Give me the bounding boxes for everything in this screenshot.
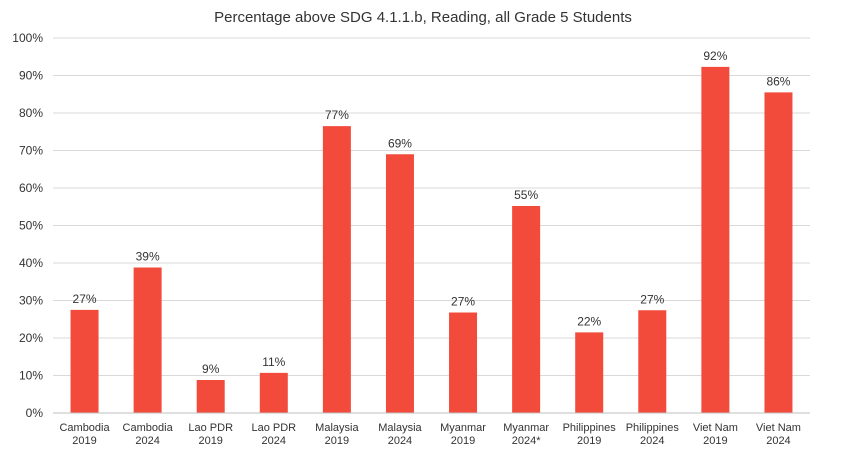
bars xyxy=(70,66,793,413)
bar xyxy=(638,310,667,413)
y-tick-label: 70% xyxy=(19,144,43,158)
x-tick-label-line: Philippines xyxy=(626,422,680,434)
x-tick-label-line: Myanmar xyxy=(440,422,486,434)
x-tick-label: Malaysia 2019 xyxy=(315,422,359,447)
data-label: 27% xyxy=(640,292,664,306)
bar xyxy=(575,332,604,413)
x-tick-label: Philippines 2024 xyxy=(626,422,680,447)
data-label: 27% xyxy=(73,292,97,306)
x-tick-label: Malaysia 2024 xyxy=(378,422,422,447)
bar xyxy=(259,372,288,413)
x-tick-label: Myanmar 2024* xyxy=(503,422,549,447)
bar xyxy=(196,380,225,413)
y-tick-label: 60% xyxy=(19,181,43,195)
bar xyxy=(70,309,99,413)
x-tick-label-line: 2019 xyxy=(577,435,601,447)
data-label: 69% xyxy=(388,136,412,150)
data-label: 55% xyxy=(514,188,538,202)
x-tick-label-line: 2024 xyxy=(388,435,412,447)
x-tick-label-line: Viet Nam xyxy=(756,422,801,434)
x-tick-label: Viet Nam 2024 xyxy=(756,422,801,447)
bar xyxy=(385,154,414,413)
data-labels: 27% 39% 9% 11% 77% 69% 27% 55% 22% 27% 92% 86% xyxy=(73,49,791,376)
x-tick-label-line: 2024 xyxy=(640,435,664,447)
y-tick-label: 40% xyxy=(19,256,43,270)
data-label: 86% xyxy=(766,74,790,88)
x-tick-label-line: Philippines xyxy=(563,422,617,434)
x-tick-label-line: 2024* xyxy=(512,435,541,447)
gridlines xyxy=(53,37,810,376)
x-tick-label: Lao PDR 2024 xyxy=(251,422,296,447)
y-tick-label: 20% xyxy=(19,331,43,345)
y-tick-label: 50% xyxy=(19,219,43,233)
bar xyxy=(322,126,351,413)
y-tick-label: 0% xyxy=(26,406,44,420)
y-tick-label: 80% xyxy=(19,106,43,120)
bar xyxy=(764,92,793,413)
x-tick-label-line: Malaysia xyxy=(315,422,359,434)
x-tick-label-line: 2024 xyxy=(262,435,286,447)
y-tick-label: 10% xyxy=(19,369,43,383)
x-tick-label-line: Cambodia xyxy=(123,422,174,434)
data-label: 22% xyxy=(577,314,601,328)
bar xyxy=(512,206,541,413)
x-tick-label-line: Cambodia xyxy=(59,422,110,434)
bar xyxy=(133,267,162,413)
x-tick-label-line: 2019 xyxy=(325,435,349,447)
y-tick-label: 30% xyxy=(19,294,43,308)
x-tick-label: Lao PDR 2019 xyxy=(188,422,233,447)
data-label: 39% xyxy=(136,250,160,264)
x-tick-label-line: Lao PDR xyxy=(188,422,233,434)
x-tick-label-line: Lao PDR xyxy=(251,422,296,434)
x-tick-label: Viet Nam 2019 xyxy=(693,422,738,447)
bar xyxy=(701,66,730,413)
x-tick-label-line: Viet Nam xyxy=(693,422,738,434)
y-tick-label: 100% xyxy=(12,31,43,45)
x-tick-label-line: 2024 xyxy=(135,435,159,447)
chart-title: Percentage above SDG 4.1.1.b, Reading, a… xyxy=(214,9,632,26)
x-tick-label-line: Myanmar xyxy=(503,422,549,434)
x-tick-label-line: Malaysia xyxy=(378,422,422,434)
x-tick-label: Cambodia 2024 xyxy=(123,422,174,447)
x-tick-label-line: 2019 xyxy=(703,435,727,447)
data-label: 11% xyxy=(262,355,285,369)
data-label: 27% xyxy=(451,295,475,309)
y-tick-label: 90% xyxy=(19,69,43,83)
data-label: 9% xyxy=(202,362,220,376)
x-tick-label-line: 2019 xyxy=(72,435,96,447)
x-tick-label-line: 2024 xyxy=(766,435,790,447)
data-label: 92% xyxy=(703,49,727,63)
bar xyxy=(449,312,478,413)
data-label: 77% xyxy=(325,108,349,122)
x-tick-label: Cambodia 2019 xyxy=(59,422,110,447)
x-tick-label-line: 2019 xyxy=(198,435,222,447)
x-tick-label: Philippines 2019 xyxy=(563,422,617,447)
x-tick-label: Myanmar 2019 xyxy=(440,422,486,447)
y-axis-ticks: 0% 10% 20% 30% 40% 50% 60% 70% 80% 90% 100% xyxy=(12,31,43,420)
x-tick-label-line: 2019 xyxy=(451,435,475,447)
